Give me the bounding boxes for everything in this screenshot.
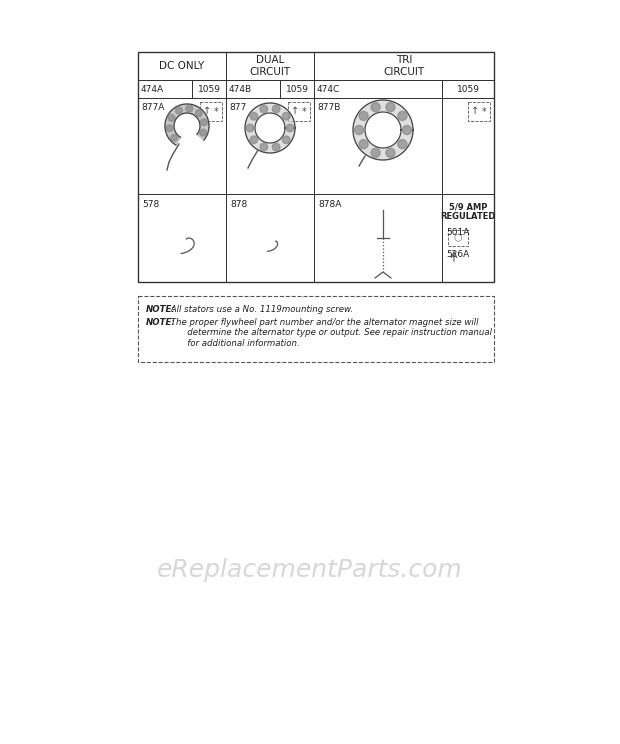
Circle shape	[371, 103, 380, 112]
Circle shape	[246, 124, 254, 132]
Circle shape	[359, 112, 368, 121]
Polygon shape	[353, 100, 413, 160]
Text: ⬡: ⬡	[454, 233, 463, 243]
Text: NOTE:: NOTE:	[146, 318, 176, 327]
Circle shape	[272, 105, 280, 113]
Text: 5/9 AMP
REGULATED: 5/9 AMP REGULATED	[440, 202, 495, 222]
Text: 578: 578	[142, 200, 159, 209]
Circle shape	[398, 112, 407, 121]
Circle shape	[250, 112, 258, 120]
Circle shape	[200, 129, 206, 136]
Circle shape	[371, 148, 380, 158]
Circle shape	[166, 125, 173, 132]
Bar	[138, 52, 494, 282]
Text: TRI
CIRCUIT: TRI CIRCUIT	[383, 55, 425, 77]
Bar	[314, 194, 442, 282]
Text: DUAL
CIRCUIT: DUAL CIRCUIT	[249, 55, 291, 77]
Bar	[138, 98, 226, 194]
Bar	[226, 52, 314, 80]
Text: 1059: 1059	[285, 85, 309, 94]
Circle shape	[186, 105, 193, 112]
Circle shape	[355, 126, 363, 135]
Bar	[442, 194, 494, 282]
Bar	[314, 80, 442, 98]
Polygon shape	[255, 113, 285, 143]
Polygon shape	[365, 112, 401, 148]
Text: The proper flywheel part number and/or the alternator magnet size will
       de: The proper flywheel part number and/or t…	[168, 318, 492, 347]
Text: ↑: ↑	[203, 106, 211, 117]
Circle shape	[260, 144, 268, 151]
Text: eReplacementParts.com: eReplacementParts.com	[157, 558, 463, 582]
Bar	[226, 98, 314, 194]
Bar	[138, 52, 226, 80]
Circle shape	[168, 115, 175, 121]
Polygon shape	[165, 104, 209, 145]
Bar	[226, 80, 280, 98]
Text: *: *	[482, 106, 486, 117]
Text: 878: 878	[230, 200, 247, 209]
Circle shape	[201, 119, 208, 126]
Text: 1059: 1059	[198, 85, 221, 94]
Bar	[226, 194, 314, 282]
Bar	[138, 80, 192, 98]
Circle shape	[170, 135, 177, 141]
Circle shape	[386, 148, 395, 158]
Text: 877B: 877B	[317, 103, 340, 112]
Text: 501A: 501A	[446, 228, 469, 237]
Text: All stators use a No. 1119mounting screw.: All stators use a No. 1119mounting screw…	[168, 305, 353, 314]
Text: NOTE:: NOTE:	[146, 305, 176, 314]
Text: DC ONLY: DC ONLY	[159, 61, 205, 71]
Text: 877A: 877A	[141, 103, 164, 112]
Text: 474A: 474A	[141, 85, 164, 94]
Bar	[288, 102, 310, 121]
Circle shape	[402, 126, 412, 135]
Circle shape	[386, 103, 395, 112]
Text: ↑: ↑	[291, 106, 299, 117]
Circle shape	[272, 144, 280, 151]
Bar	[138, 194, 226, 282]
Text: *: *	[214, 106, 218, 117]
Bar	[138, 296, 494, 362]
Circle shape	[260, 105, 268, 113]
Bar	[314, 98, 442, 194]
Bar	[448, 230, 468, 246]
Text: 878A: 878A	[318, 200, 342, 209]
Text: 474B: 474B	[229, 85, 252, 94]
Circle shape	[359, 140, 368, 149]
Bar	[442, 98, 494, 194]
Bar	[314, 52, 494, 80]
Bar	[192, 80, 226, 98]
Bar	[442, 80, 494, 98]
Circle shape	[286, 124, 294, 132]
Bar	[280, 80, 314, 98]
Text: *: *	[301, 106, 306, 117]
Text: ↑: ↑	[471, 106, 479, 117]
Circle shape	[282, 136, 290, 144]
Text: 877: 877	[229, 103, 246, 112]
Text: 1059: 1059	[456, 85, 479, 94]
Circle shape	[175, 107, 182, 114]
Text: 474C: 474C	[317, 85, 340, 94]
Circle shape	[282, 112, 290, 120]
Text: 526A: 526A	[446, 250, 469, 259]
Circle shape	[250, 136, 258, 144]
Circle shape	[398, 140, 407, 149]
Bar	[200, 102, 222, 121]
Polygon shape	[245, 103, 295, 153]
Circle shape	[195, 109, 202, 117]
Bar	[468, 102, 490, 121]
